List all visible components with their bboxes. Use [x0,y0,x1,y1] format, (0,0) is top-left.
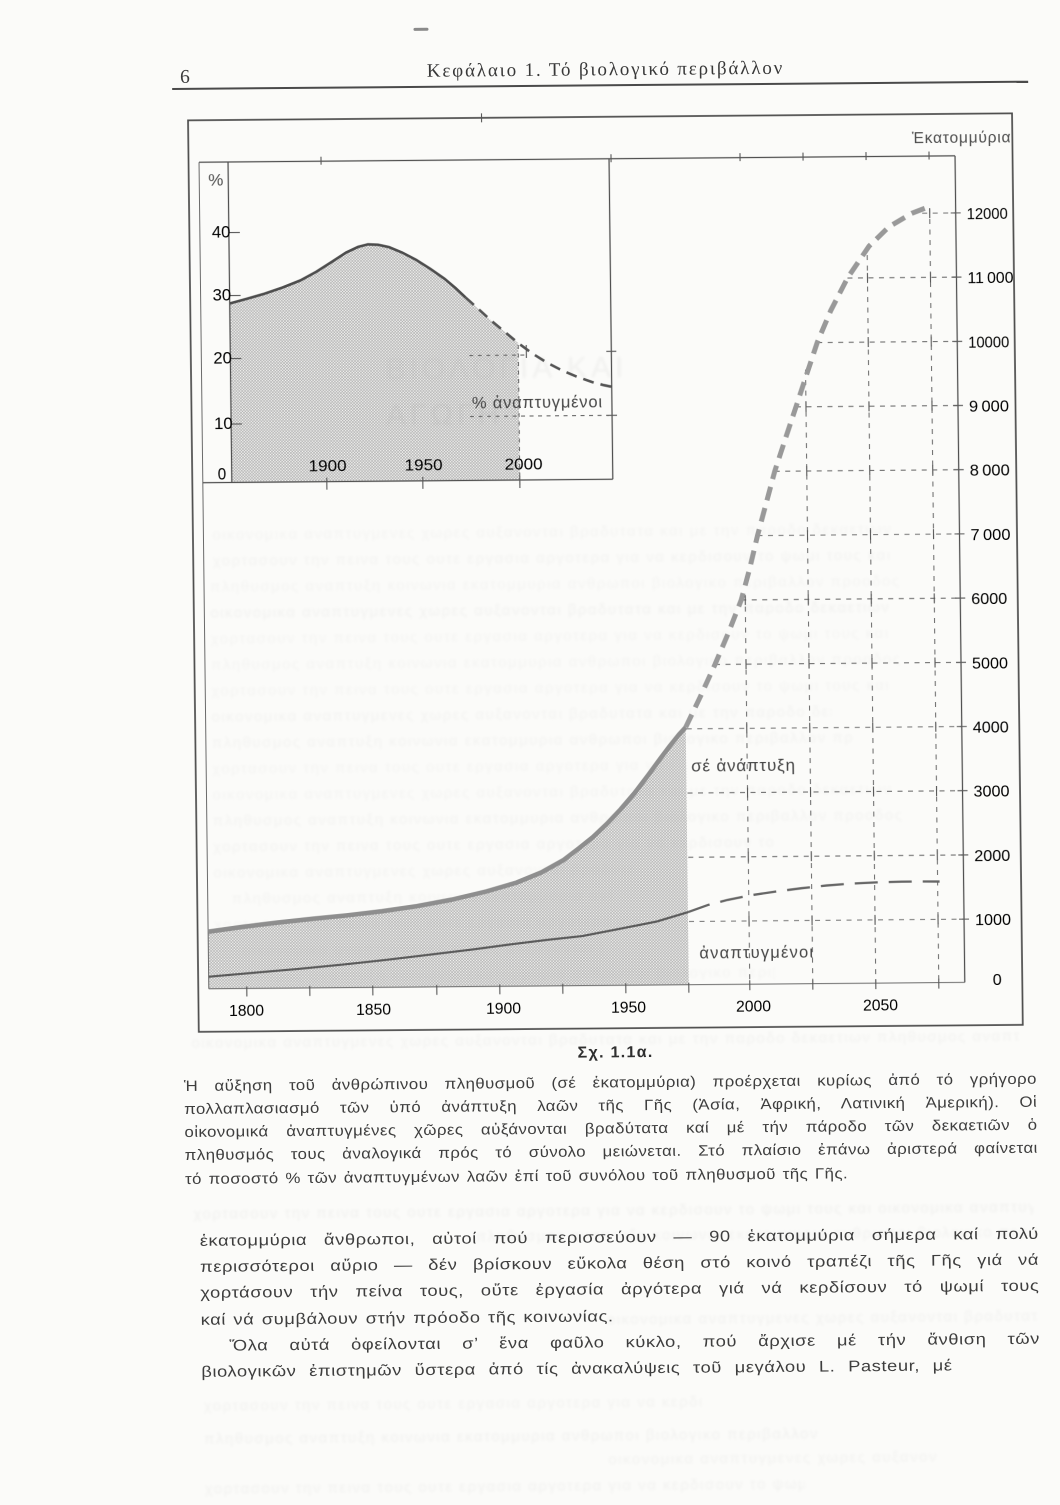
svg-text:% ἀναπτυγμένοι: % ἀναπτυγμένοι [472,393,603,412]
svg-text:11 000: 11 000 [967,270,1013,287]
svg-text:5000: 5000 [972,655,1008,672]
svg-text:40: 40 [212,224,231,242]
svg-text:2050: 2050 [863,997,898,1014]
svg-text:10000: 10000 [968,334,1009,351]
svg-text:Ἑκατομμύρια: Ἑκατομμύρια [912,129,1011,147]
svg-text:1900: 1900 [486,1000,521,1017]
svg-text:8 000: 8 000 [970,463,1010,480]
svg-text:1850: 1850 [356,1002,391,1019]
svg-text:12000: 12000 [967,206,1008,223]
svg-text:%: % [208,171,224,190]
svg-text:7 000: 7 000 [970,527,1010,544]
svg-text:10: 10 [214,415,233,433]
svg-text:1000: 1000 [975,912,1011,929]
svg-text:20: 20 [213,350,232,368]
svg-text:1900: 1900 [309,458,347,475]
svg-text:2000: 2000 [505,456,543,473]
svg-text:3000: 3000 [973,784,1009,801]
svg-text:30: 30 [213,287,232,305]
svg-text:1800: 1800 [229,1003,264,1020]
svg-text:1950: 1950 [405,457,443,474]
svg-text:1950: 1950 [611,999,646,1016]
svg-text:ἀναπτυγμένοι: ἀναπτυγμένοι [699,944,814,963]
svg-text:2000: 2000 [974,848,1010,865]
svg-text:0: 0 [993,972,1002,989]
svg-text:9 000: 9 000 [969,398,1009,415]
svg-text:6000: 6000 [971,591,1007,608]
svg-text:4000: 4000 [973,719,1009,736]
svg-text:2000: 2000 [736,998,771,1015]
svg-text:σέ ἀνάπτυξη: σέ ἀνάπτυξη [691,756,796,776]
svg-text:0: 0 [218,466,227,484]
